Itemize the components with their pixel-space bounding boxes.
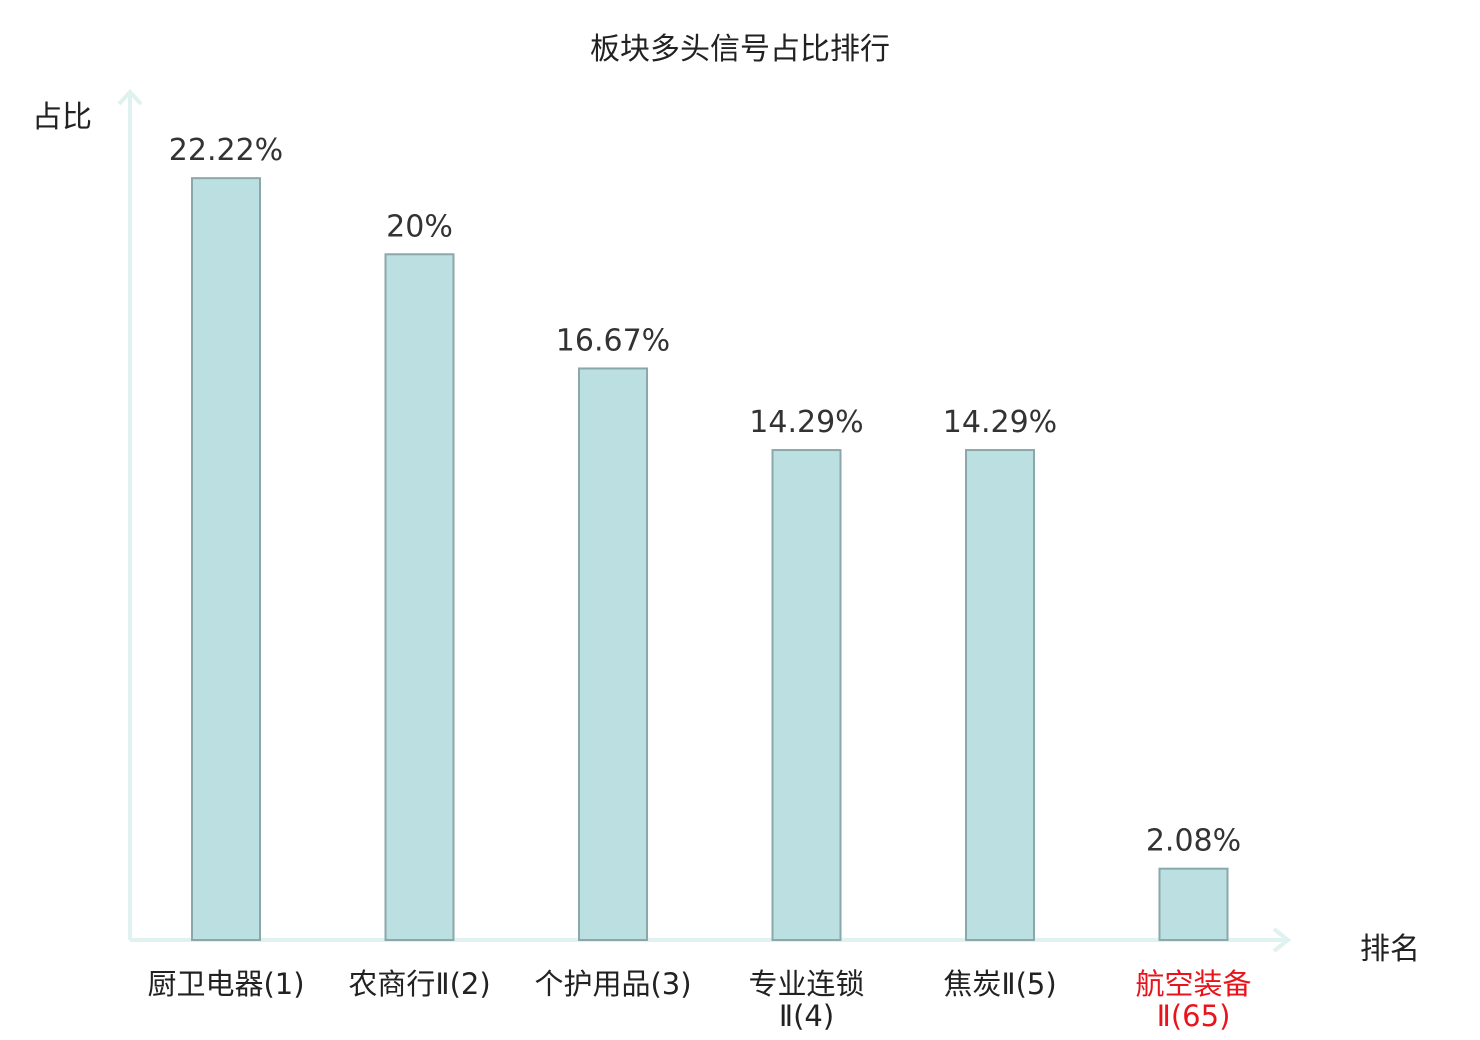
bar	[965, 449, 1035, 941]
bar	[384, 253, 455, 942]
bar	[578, 367, 648, 941]
category-tick-label: 农商行Ⅱ(2)	[348, 967, 490, 1001]
category-tick-label: 航空装备	[1135, 967, 1251, 1001]
bar	[191, 177, 261, 941]
bar-value-label: 20%	[386, 209, 453, 244]
bar-value-label: 22.22%	[169, 133, 283, 168]
bar	[1158, 867, 1229, 942]
bar-value-label: 16.67%	[556, 323, 670, 358]
category-tick-label: 专业连锁	[748, 967, 864, 1001]
x-axis-arrow-icon	[1272, 927, 1292, 953]
bar-value-label: 2.08%	[1146, 824, 1241, 859]
bar-value-label: 14.29%	[749, 405, 863, 440]
x-axis-label: 排名	[1360, 932, 1420, 967]
bar	[771, 449, 842, 941]
y-axis-label: 占比	[32, 100, 92, 135]
category-tick-label: Ⅱ(4)	[779, 999, 834, 1033]
category-tick-label: 厨卫电器(1)	[147, 967, 304, 1001]
category-tick-label: Ⅱ(65)	[1157, 999, 1231, 1033]
category-tick-label: 个护用品(3)	[534, 967, 691, 1001]
y-axis-arrow-icon	[117, 89, 143, 106]
chart-title: 板块多头信号占比排行	[590, 32, 890, 67]
bar-value-label: 14.29%	[943, 405, 1057, 440]
category-tick-label: 焦炭Ⅱ(5)	[943, 967, 1056, 1001]
